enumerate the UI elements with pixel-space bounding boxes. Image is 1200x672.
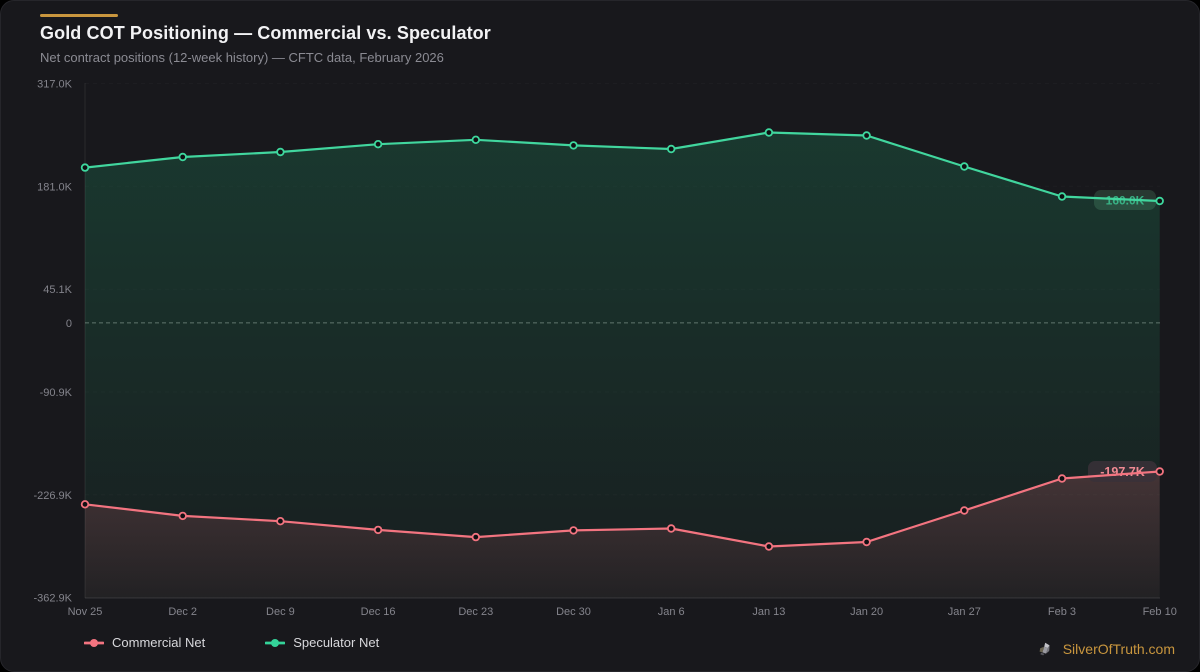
svg-text:45.1K: 45.1K (43, 284, 72, 296)
svg-text:-226.9K: -226.9K (33, 490, 72, 502)
svg-text:Feb 10: Feb 10 (1143, 606, 1177, 618)
svg-text:-90.9K: -90.9K (40, 387, 73, 399)
svg-text:0: 0 (66, 318, 72, 330)
svg-text:Dec 16: Dec 16 (361, 606, 396, 618)
svg-text:Jan 20: Jan 20 (850, 606, 883, 618)
svg-text:Jan 13: Jan 13 (752, 606, 785, 618)
svg-text:-362.9K: -362.9K (33, 593, 72, 605)
svg-text:Jan 27: Jan 27 (948, 606, 981, 618)
svg-text:Jan 6: Jan 6 (658, 606, 685, 618)
svg-text:Nov 25: Nov 25 (68, 606, 103, 618)
svg-text:181.0K: 181.0K (37, 181, 73, 193)
svg-text:Dec 2: Dec 2 (168, 606, 197, 618)
svg-text:Dec 30: Dec 30 (556, 606, 591, 618)
svg-text:Dec 23: Dec 23 (458, 606, 493, 618)
svg-text:Feb 3: Feb 3 (1048, 606, 1076, 618)
svg-text:Dec 9: Dec 9 (266, 606, 295, 618)
svg-text:317.0K: 317.0K (37, 79, 73, 91)
